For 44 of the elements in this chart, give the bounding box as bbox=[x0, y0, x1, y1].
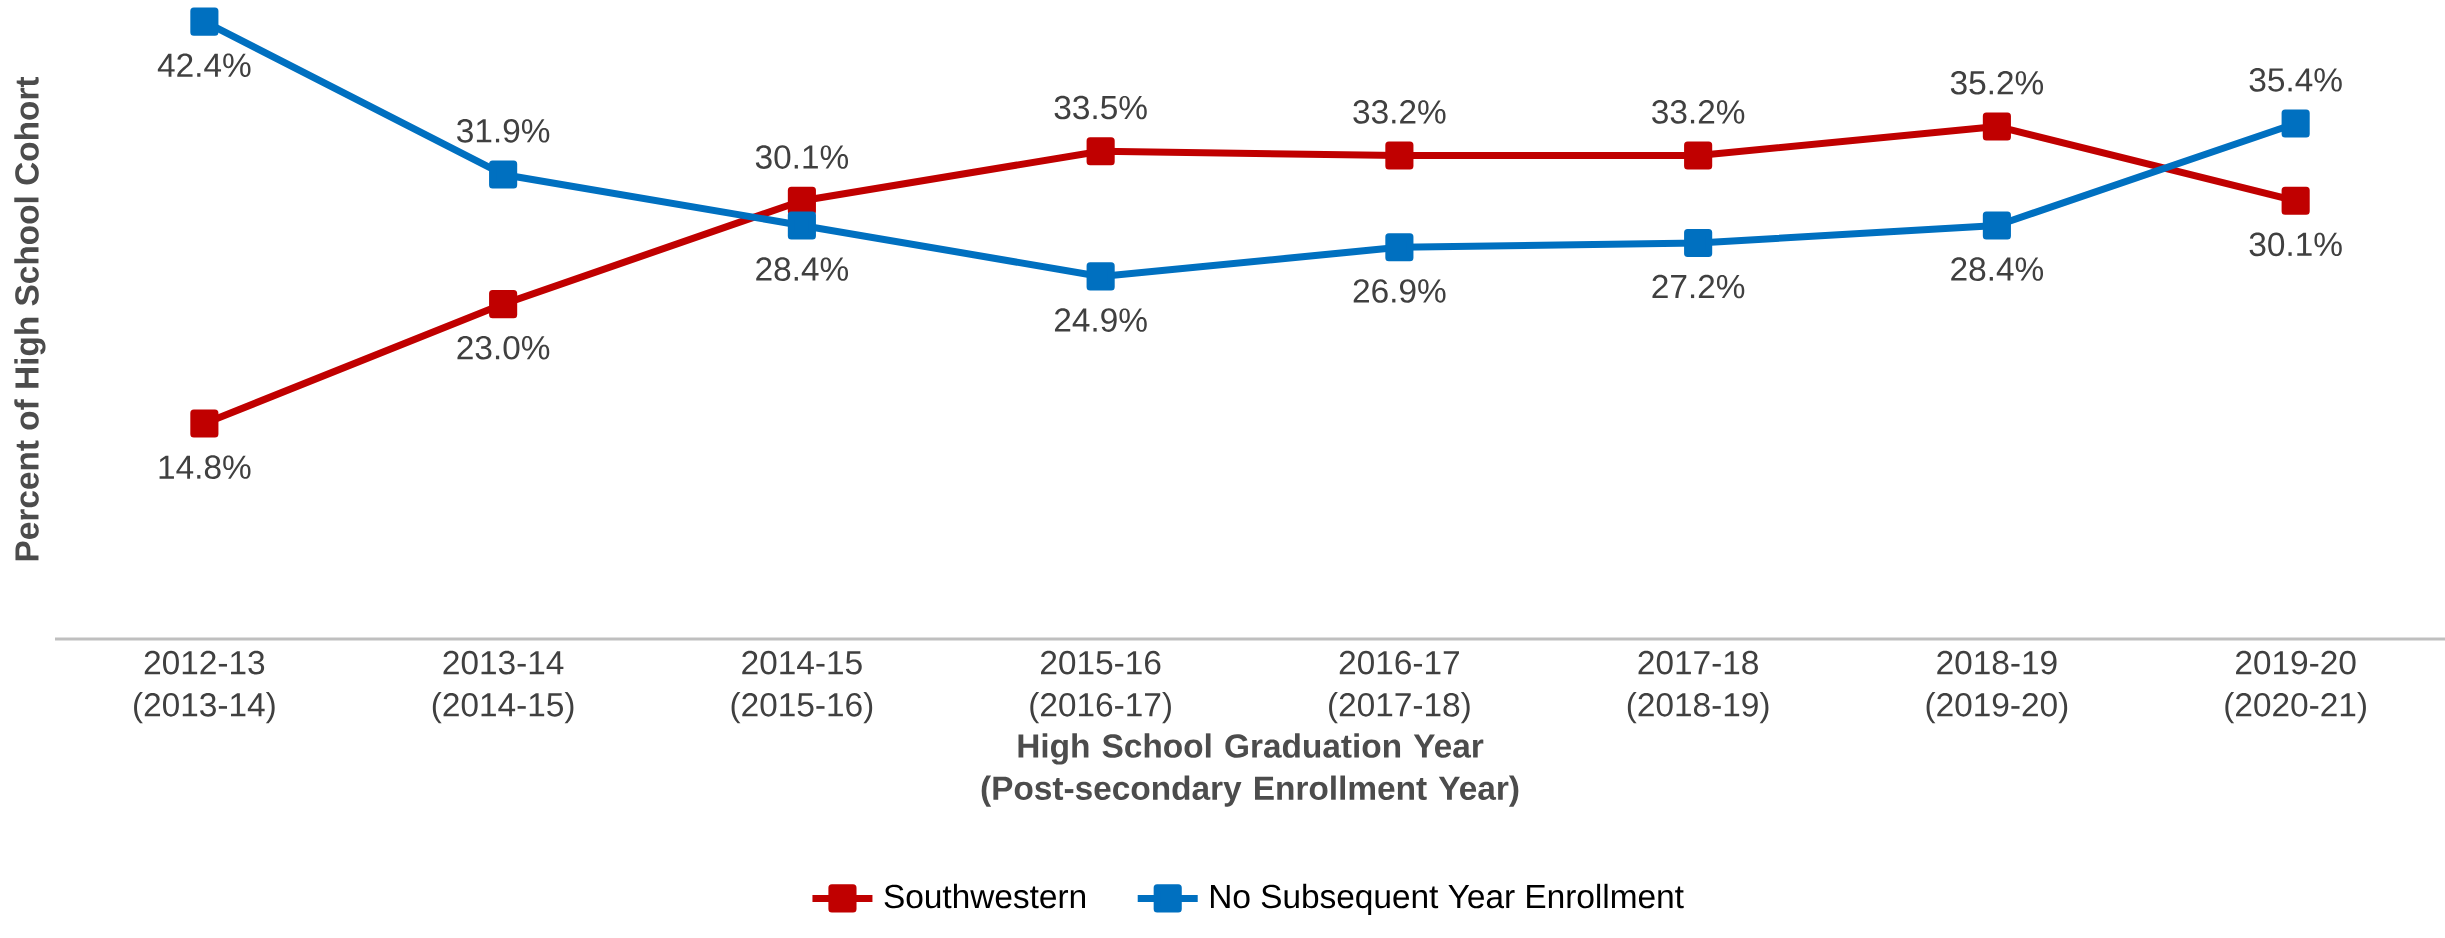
point bbox=[1086, 262, 1115, 291]
x-tick-label: 2015-16 (2016-17) bbox=[1030, 650, 1171, 724]
point bbox=[787, 211, 816, 240]
data-label: 30.1% bbox=[2249, 232, 2342, 257]
point bbox=[1684, 141, 1713, 170]
point bbox=[1385, 233, 1414, 262]
point bbox=[489, 160, 518, 189]
point bbox=[787, 186, 816, 215]
data-label: 33.5% bbox=[1054, 95, 1147, 120]
data-label: 28.4% bbox=[1951, 257, 2044, 281]
data-label: 30.1% bbox=[755, 145, 849, 169]
point bbox=[190, 7, 219, 36]
legend-label: Southwestern bbox=[884, 883, 1085, 909]
x-axis-title: High School Graduation Year (Post-secondary Enrollment Year) bbox=[981, 733, 1519, 807]
point bbox=[1982, 112, 2011, 141]
data-label: 23.0% bbox=[457, 335, 550, 360]
y-axis-title: Percent of High School Cohort bbox=[14, 76, 46, 561]
point bbox=[1385, 141, 1414, 170]
x-tick-label: 2013-14 (2014-15) bbox=[432, 650, 574, 724]
x-tick-label: 2016-17 (2017-18) bbox=[1329, 650, 1470, 724]
data-label: 42.4% bbox=[157, 53, 251, 77]
x-tick-label: 2012-13 (2013-14) bbox=[134, 650, 275, 724]
point bbox=[1684, 228, 1713, 257]
data-label: 24.9% bbox=[1054, 308, 1147, 332]
point bbox=[489, 290, 518, 319]
point bbox=[2281, 109, 2310, 138]
data-label: 26.9% bbox=[1353, 279, 1446, 303]
point bbox=[190, 409, 219, 438]
x-tick-label: 2017-18 (2018-19) bbox=[1627, 650, 1769, 724]
x-tick-label: 2014-15 (2015-16) bbox=[731, 650, 873, 724]
legend-label: No Subsequent Year Enrollment bbox=[1211, 883, 1684, 915]
point bbox=[1086, 137, 1115, 166]
point bbox=[2281, 186, 2310, 215]
data-label: 35.2% bbox=[1950, 70, 2044, 95]
data-label: 27.2% bbox=[1652, 274, 1745, 299]
x-tick-label: 2019-20 (2020-21) bbox=[2225, 650, 2366, 724]
data-label: 31.9% bbox=[457, 119, 550, 143]
data-label: 33.2% bbox=[1353, 100, 1446, 124]
data-label: 28.4% bbox=[756, 257, 849, 281]
data-label: 14.8% bbox=[159, 455, 251, 479]
data-label: 33.2% bbox=[1652, 100, 1745, 124]
point bbox=[1982, 211, 2011, 240]
x-tick-label: 2018-19 (2019-20) bbox=[1926, 650, 2068, 724]
data-label: 35.4% bbox=[2249, 68, 2342, 92]
